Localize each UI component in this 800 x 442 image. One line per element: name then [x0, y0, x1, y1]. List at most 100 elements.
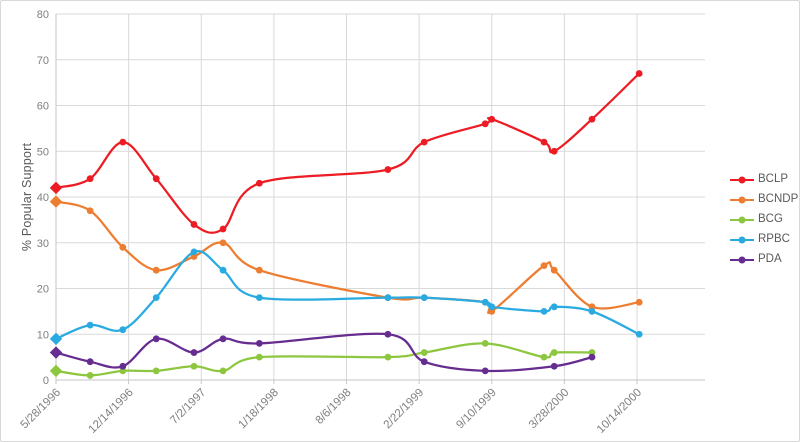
data-point-marker: [384, 166, 392, 173]
legend-item: PDA: [729, 253, 798, 266]
legend-item-label: BCG: [758, 213, 783, 225]
data-point-marker: [219, 367, 227, 375]
legend-item-label: PDA: [758, 253, 782, 265]
data-point-marker: [420, 138, 428, 146]
y-tick-label: 70: [37, 55, 49, 67]
data-point-marker: [219, 225, 227, 233]
x-tick-label: 3/28/2000: [527, 387, 572, 432]
data-point-marker: [550, 349, 558, 356]
data-point-marker: [86, 321, 94, 329]
data-point-marker: [219, 266, 227, 274]
legend-line-marker-icon: [730, 176, 754, 183]
data-point-marker: [86, 175, 94, 183]
x-tick-label: 10/14/2000: [595, 387, 644, 436]
data-point-marker: [255, 340, 263, 347]
x-tick-label: 2/22/1999: [382, 387, 427, 432]
data-point-marker: [190, 248, 198, 256]
data-point-marker: [384, 294, 392, 302]
data-point-marker: [540, 138, 548, 146]
data-point-marker: [86, 207, 94, 215]
y-axis-title-text: % Popular Support: [20, 142, 34, 252]
data-point-marker: [255, 266, 263, 274]
y-tick-label: 60: [37, 101, 49, 113]
series-line-bcndp: [54, 200, 641, 314]
data-point-marker: [420, 349, 428, 356]
data-point-marker: [152, 367, 160, 375]
series-line-pda: [54, 332, 594, 373]
legend-item-label: BCLP: [758, 173, 789, 185]
data-point-marker: [255, 353, 263, 361]
data-point-marker: [481, 340, 489, 347]
legend-item-label: RPBC: [758, 233, 790, 245]
data-point-marker: [488, 303, 496, 311]
data-point-marker: [190, 362, 198, 370]
data-point-marker: [635, 298, 643, 306]
data-point-marker: [119, 243, 127, 251]
data-point-marker: [588, 307, 596, 315]
data-point-marker: [152, 335, 160, 343]
data-point-marker: [49, 346, 63, 359]
data-point-marker: [86, 358, 94, 366]
data-point-marker: [384, 353, 392, 361]
y-tick-label: 50: [37, 146, 49, 158]
y-tick-label: 80: [37, 9, 49, 21]
data-point-marker: [481, 298, 489, 306]
legend-item: BCLP: [729, 173, 798, 186]
y-tick-label: 0: [43, 375, 49, 387]
data-point-marker: [190, 349, 198, 356]
data-point-marker: [219, 239, 227, 247]
data-point-marker: [420, 358, 428, 366]
data-point-marker: [255, 294, 263, 302]
x-tick-label: 9/10/1999: [454, 387, 499, 432]
data-point-marker: [550, 266, 558, 274]
data-point-marker: [152, 266, 160, 274]
data-point-marker: [540, 353, 548, 361]
data-point-marker: [540, 307, 548, 315]
x-tick-label: 5/28/1996: [18, 387, 63, 432]
series-line-bclp: [54, 72, 641, 234]
data-point-marker: [119, 326, 127, 334]
data-point-marker: [635, 70, 643, 77]
legend-line-marker-icon: [730, 196, 754, 203]
y-tick-label: 30: [37, 238, 49, 250]
chart-legend: BCLP BCNDP BCG RPBC PDA: [729, 173, 798, 266]
data-point-marker: [49, 332, 63, 346]
legend-line-marker-icon: [730, 256, 754, 263]
data-point-marker: [550, 303, 558, 311]
x-tick-label: 7/2/1997: [168, 387, 208, 427]
x-tick-label: 8/6/1998: [313, 387, 353, 427]
data-point-marker: [481, 367, 489, 375]
x-tick-label: 1/18/1998: [236, 387, 281, 432]
y-tick-label: 10: [37, 329, 49, 341]
data-point-marker: [49, 195, 63, 208]
data-point-marker: [86, 372, 94, 379]
data-point-marker: [588, 115, 596, 123]
data-point-marker: [588, 353, 596, 361]
legend-line-marker-icon: [730, 216, 754, 223]
data-point-marker: [49, 181, 63, 195]
series-line-rpbc: [54, 249, 641, 340]
data-point-marker: [119, 362, 127, 370]
data-point-marker: [635, 330, 643, 338]
data-point-marker: [550, 362, 558, 370]
data-point-marker: [152, 175, 160, 183]
legend-item: BCNDP: [729, 193, 798, 206]
data-point-marker: [488, 115, 496, 123]
data-point-marker: [481, 120, 489, 128]
y-tick-label: 20: [37, 284, 49, 296]
data-point-marker: [190, 221, 198, 228]
x-tick-label: 12/14/1996: [87, 387, 136, 436]
data-point-marker: [219, 335, 227, 343]
data-point-marker: [420, 294, 428, 302]
y-tick-label: 40: [37, 192, 49, 204]
data-point-marker: [49, 364, 63, 378]
legend-item: RPBC: [729, 233, 798, 246]
data-point-marker: [152, 294, 160, 302]
data-point-marker: [550, 147, 558, 155]
data-point-marker: [384, 330, 392, 338]
data-point-marker: [540, 262, 548, 270]
legend-item-label: BCNDP: [758, 193, 799, 205]
legend-line-marker-icon: [730, 236, 754, 243]
